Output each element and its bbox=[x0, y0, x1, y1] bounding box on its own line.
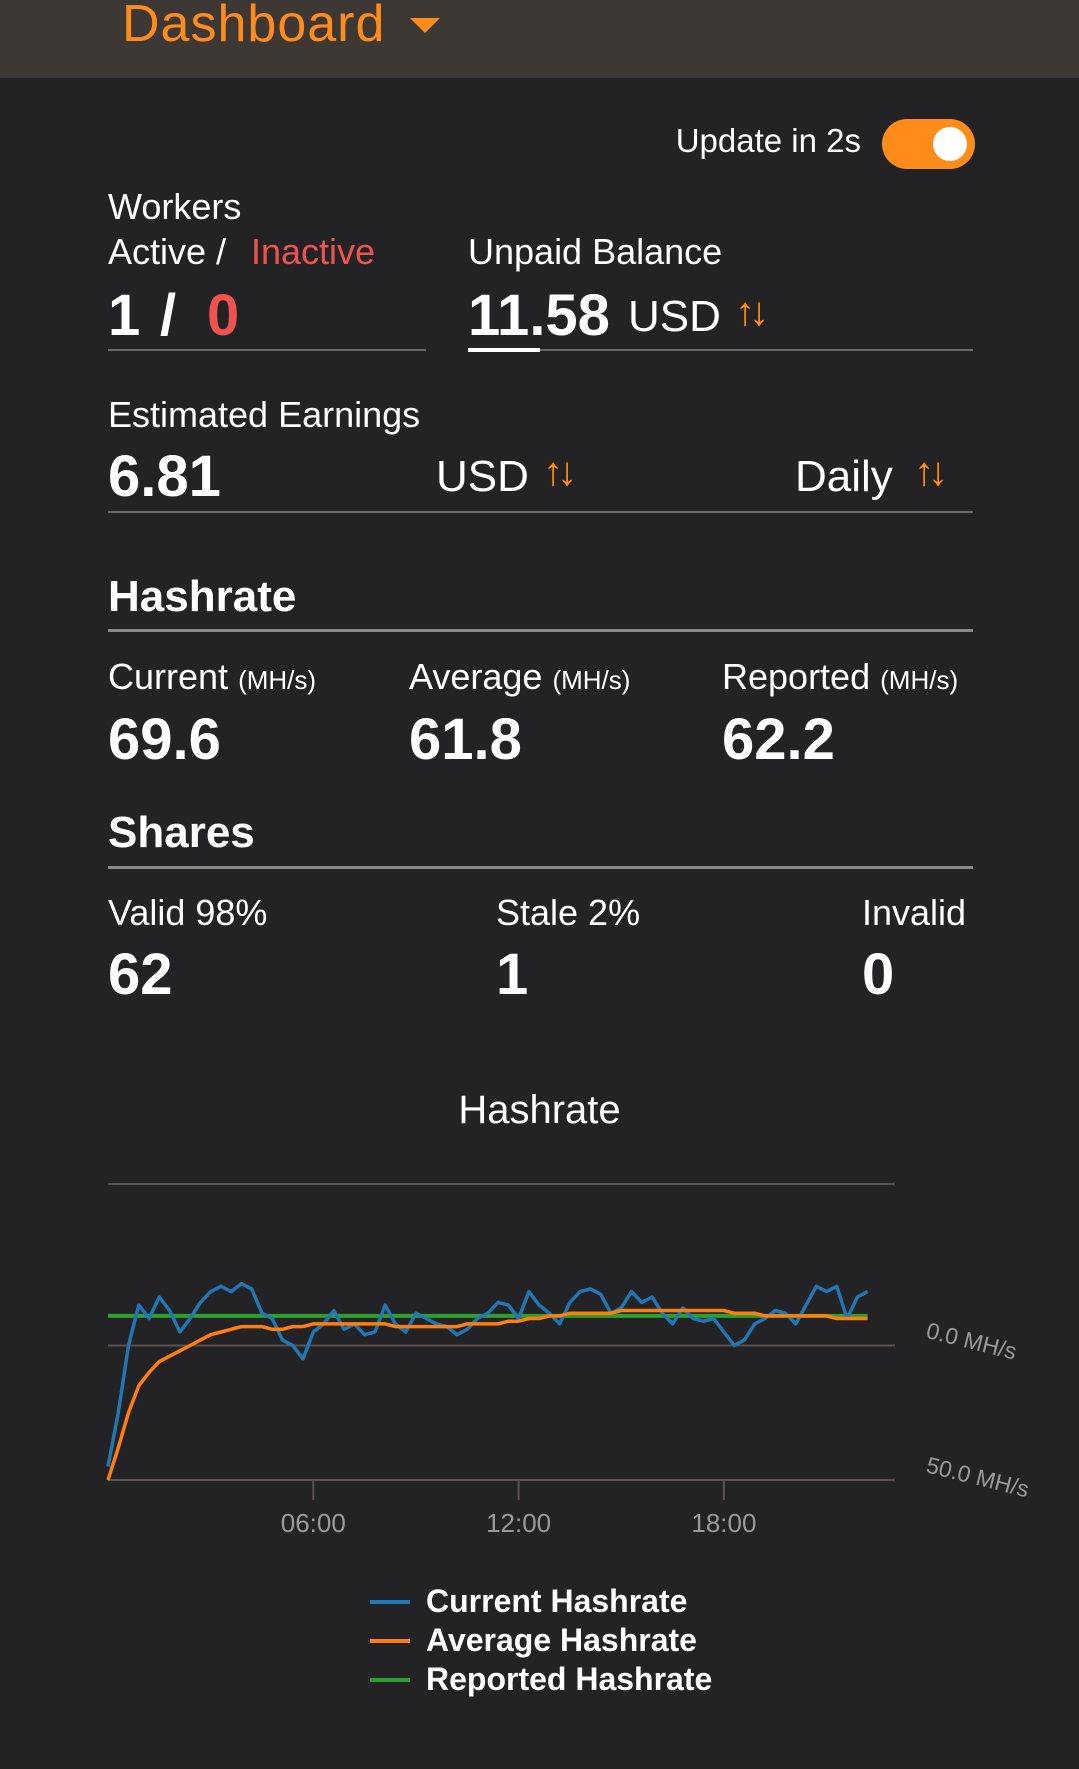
shares-divider bbox=[108, 866, 973, 869]
legend-label-current: Current Hashrate bbox=[426, 1583, 688, 1619]
stale-shares-label: Stale 2% bbox=[496, 892, 641, 933]
unpaid-balance-label: Unpaid Balance bbox=[468, 231, 723, 272]
legend-item-reported[interactable]: Reported Hashrate bbox=[370, 1660, 712, 1699]
chevron-down-icon[interactable] bbox=[410, 18, 440, 33]
legend-swatch-current bbox=[370, 1599, 410, 1604]
average-unit: (MH/s) bbox=[552, 665, 631, 695]
legend-item-current[interactable]: Current Hashrate bbox=[370, 1582, 712, 1621]
workers-inactive-label: Inactive bbox=[251, 231, 376, 272]
hashrate-divider bbox=[108, 629, 973, 632]
update-label: Update in 2s bbox=[675, 122, 861, 159]
x-tick-label: 18:00 bbox=[691, 1508, 756, 1538]
unpaid-underline-active bbox=[468, 348, 540, 352]
legend-swatch-reported bbox=[370, 1677, 410, 1682]
average-label-text: Average bbox=[409, 656, 543, 697]
hashrate-chart: 0.0 MH/s 50.0 MH/s 06:00 12:00 18:00 bbox=[106, 1183, 1032, 1538]
y-tick-label: 50.0 MH/s bbox=[924, 1452, 1032, 1503]
estimated-earnings-value: 6.81 bbox=[108, 444, 221, 509]
y-tick-label: 0.0 MH/s bbox=[924, 1317, 1020, 1364]
workers-underline bbox=[108, 349, 426, 351]
reported-label-text: Reported bbox=[722, 656, 871, 697]
unpaid-balance-currency[interactable]: USD bbox=[628, 292, 721, 341]
workers-inactive-count: 0 bbox=[207, 283, 240, 348]
x-tick-label: 12:00 bbox=[486, 1508, 551, 1538]
workers-separator: / bbox=[160, 283, 177, 348]
unpaid-balance-value: 11.58 bbox=[468, 283, 610, 348]
invalid-shares-label: Invalid bbox=[862, 892, 967, 933]
valid-shares-value: 62 bbox=[108, 942, 173, 1007]
valid-shares-label: Valid 98% bbox=[108, 892, 268, 933]
current-unit: (MH/s) bbox=[238, 665, 317, 695]
shares-section-title: Shares bbox=[108, 808, 255, 857]
average-hashrate-value: 61.8 bbox=[409, 707, 522, 772]
top-bar: Dashboard bbox=[0, 0, 1079, 78]
chart-title: Hashrate bbox=[458, 1088, 621, 1132]
series-line-current-hashrate bbox=[106, 1281, 869, 1467]
toggle-knob bbox=[933, 127, 967, 161]
series-line-average-hashrate bbox=[106, 1308, 868, 1481]
invalid-shares-value: 0 bbox=[862, 942, 895, 1007]
dashboard-title[interactable]: Dashboard bbox=[122, 0, 386, 53]
reported-hashrate-value: 62.2 bbox=[722, 707, 835, 772]
auto-update-toggle[interactable] bbox=[882, 119, 975, 169]
legend-item-average[interactable]: Average Hashrate bbox=[370, 1621, 712, 1660]
earnings-underline bbox=[108, 511, 973, 513]
current-hashrate-label: Current (MH/s) bbox=[108, 656, 316, 698]
earnings-currency[interactable]: USD bbox=[436, 452, 529, 501]
reported-unit: (MH/s) bbox=[880, 665, 959, 695]
swap-currency-icon[interactable]: ↑↓ bbox=[735, 290, 769, 334]
legend-label-average: Average Hashrate bbox=[426, 1622, 697, 1658]
chart-legend: Current Hashrate Average Hashrate Report… bbox=[370, 1582, 712, 1699]
swap-currency-icon[interactable]: ↑↓ bbox=[543, 450, 577, 494]
hashrate-section-title: Hashrate bbox=[108, 572, 297, 621]
x-tick-label: 06:00 bbox=[281, 1508, 346, 1538]
swap-period-icon[interactable]: ↑↓ bbox=[914, 450, 948, 494]
unpaid-underline bbox=[468, 349, 973, 351]
current-label-text: Current bbox=[108, 656, 229, 697]
workers-active-count: 1 bbox=[108, 283, 141, 348]
legend-swatch-average bbox=[370, 1638, 410, 1643]
reported-hashrate-label: Reported (MH/s) bbox=[722, 656, 958, 698]
stale-shares-value: 1 bbox=[496, 942, 529, 1007]
workers-title: Workers bbox=[108, 186, 242, 227]
current-hashrate-value: 69.6 bbox=[108, 707, 221, 772]
workers-active-label: Active / bbox=[108, 231, 227, 272]
average-hashrate-label: Average (MH/s) bbox=[409, 656, 630, 698]
estimated-earnings-label: Estimated Earnings bbox=[108, 394, 421, 435]
earnings-period[interactable]: Daily bbox=[795, 452, 893, 501]
legend-label-reported: Reported Hashrate bbox=[426, 1661, 713, 1697]
